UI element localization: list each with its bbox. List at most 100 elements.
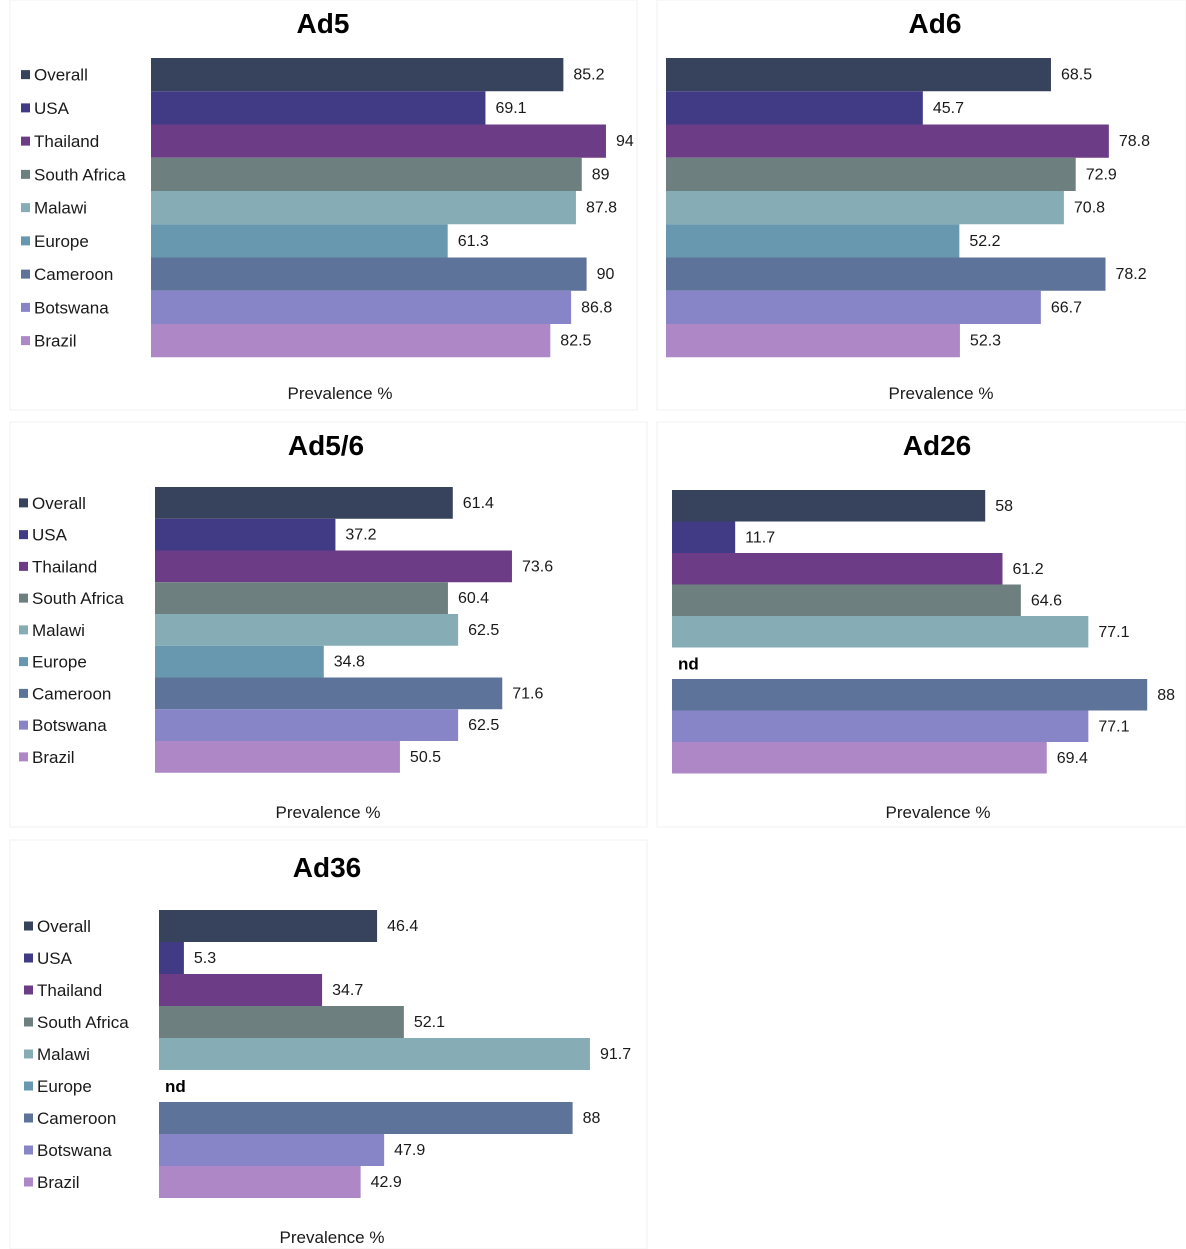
legend-swatch-usa (19, 530, 28, 540)
bar-south-africa (151, 157, 582, 191)
data-label-botswana: 86.8 (581, 299, 612, 316)
legend-swatch-brazil (21, 336, 30, 346)
legend-swatch-south-africa (19, 593, 28, 603)
legend-label-brazil: Brazil (37, 1173, 80, 1192)
bar-cameroon (159, 1102, 573, 1134)
legend-swatch-europe (19, 657, 28, 667)
data-label-usa: 45.7 (933, 100, 964, 117)
bar-malawi (159, 1038, 590, 1070)
data-label-overall: 58 (995, 498, 1013, 515)
bar-brazil (666, 324, 960, 358)
legend-swatch-cameroon (21, 269, 30, 279)
bar-brazil (155, 741, 400, 773)
bar-thailand (666, 124, 1109, 158)
data-label-malawi: 77.1 (1098, 624, 1129, 641)
data-label-brazil: 69.4 (1057, 750, 1088, 767)
legend-label-cameroon: Cameroon (32, 684, 111, 703)
x-axis-label: Prevalence % (280, 1228, 385, 1247)
legend-label-botswana: Botswana (32, 716, 107, 735)
legend-label-south-africa: South Africa (34, 165, 126, 184)
bar-overall (666, 58, 1051, 92)
data-label-cameroon: 90 (597, 266, 615, 283)
bar-thailand (151, 124, 606, 158)
legend-swatch-botswana (19, 720, 28, 730)
legend-label-europe: Europe (32, 653, 87, 672)
legend-swatch-usa (24, 953, 33, 963)
bar-cameroon (155, 677, 503, 710)
legend-label-overall: Overall (32, 494, 86, 513)
legend-swatch-usa (21, 103, 30, 113)
bar-thailand (159, 974, 323, 1006)
bar-botswana (151, 290, 572, 324)
legend-label-brazil: Brazil (34, 332, 77, 351)
legend-label-malawi: Malawi (34, 199, 87, 218)
bar-south-africa (666, 157, 1076, 191)
bar-south-africa (155, 582, 448, 614)
bar-overall (159, 910, 378, 942)
data-label-malawi: 62.5 (468, 622, 499, 639)
bar-usa (672, 521, 736, 553)
legend-label-usa: USA (37, 949, 73, 968)
legend-swatch-thailand (24, 985, 33, 995)
bar-cameroon (151, 257, 587, 291)
x-axis-label: Prevalence % (889, 384, 994, 403)
legend-swatch-south-africa (21, 169, 30, 179)
data-label-south-africa: 72.9 (1086, 166, 1117, 183)
legend-swatch-overall (19, 498, 28, 508)
data-label-brazil: 50.5 (410, 749, 441, 766)
x-axis-label: Prevalence % (276, 803, 381, 822)
chart-panel-ad5: Ad5 Prevalence % Overall 85.2 USA 69.1 Thailan… (9, 0, 638, 411)
data-label-brazil: 42.9 (371, 1174, 402, 1191)
bar-thailand (155, 550, 512, 583)
chart-title: Ad6 (909, 8, 962, 39)
data-label-south-africa: 89 (592, 166, 610, 183)
data-label-overall: 68.5 (1061, 67, 1092, 84)
data-label-brazil: 52.3 (970, 333, 1001, 350)
legend-swatch-botswana (21, 302, 30, 312)
data-label-thailand: 94 (616, 133, 634, 150)
x-axis-label: Prevalence % (288, 384, 393, 403)
bar-brazil (159, 1166, 361, 1198)
legend-label-europe: Europe (34, 232, 89, 251)
data-label-cameroon: 88 (583, 1110, 601, 1127)
data-label-south-africa: 52.1 (414, 1014, 445, 1031)
bar-europe (151, 224, 448, 258)
data-label-thailand: 78.8 (1119, 133, 1150, 150)
no-data-label-europe: nd (678, 654, 699, 673)
bar-south-africa (672, 584, 1021, 616)
data-label-botswana: 77.1 (1098, 718, 1129, 735)
bar-overall (151, 58, 564, 92)
bar-cameroon (672, 679, 1148, 711)
bar-brazil (151, 324, 551, 358)
legend-label-malawi: Malawi (32, 621, 85, 640)
bar-malawi (155, 614, 459, 646)
bar-europe (666, 224, 960, 258)
data-label-europe: 52.2 (969, 233, 1000, 250)
x-axis-label: Prevalence % (886, 803, 991, 822)
legend-label-overall: Overall (37, 917, 91, 936)
legend-swatch-cameroon (19, 688, 28, 698)
bar-cameroon (666, 257, 1106, 291)
data-label-botswana: 62.5 (468, 717, 499, 734)
bar-malawi (672, 616, 1089, 648)
bar-europe (155, 645, 324, 678)
chart-title: Ad5/6 (288, 430, 364, 461)
legend-swatch-brazil (19, 752, 28, 762)
data-label-malawi: 70.8 (1074, 200, 1105, 217)
legend-swatch-botswana (24, 1145, 33, 1155)
data-label-overall: 85.2 (573, 67, 604, 84)
legend-label-south-africa: South Africa (32, 589, 124, 608)
bar-south-africa (159, 1006, 404, 1038)
legend-swatch-europe (24, 1081, 33, 1091)
data-label-thailand: 73.6 (522, 558, 553, 575)
legend-swatch-thailand (19, 561, 28, 571)
data-label-overall: 46.4 (387, 918, 418, 935)
bar-botswana (666, 290, 1041, 324)
bar-usa (159, 942, 184, 974)
legend-swatch-cameroon (24, 1113, 33, 1123)
legend-label-usa: USA (34, 99, 70, 118)
data-label-europe: 34.8 (334, 654, 365, 671)
data-label-brazil: 82.5 (560, 333, 591, 350)
data-label-south-africa: 64.6 (1031, 592, 1062, 609)
